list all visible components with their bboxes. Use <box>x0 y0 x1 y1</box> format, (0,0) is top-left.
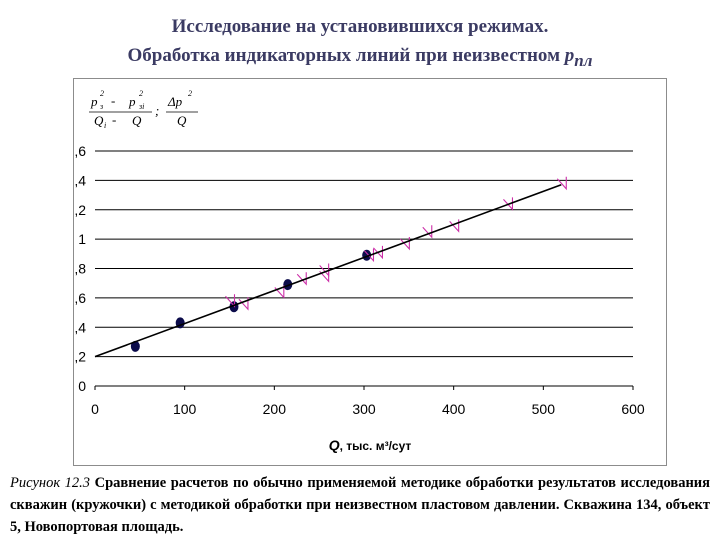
y-tick-label: 0,6 <box>74 290 86 306</box>
x-axis-label: Q, тыс. м³/сут <box>329 437 412 453</box>
y-tick-label: 0,4 <box>74 319 86 335</box>
formula-num3-sup: 2 <box>188 89 192 98</box>
formula-num2-sub: зi <box>138 102 144 111</box>
caption-figure-label: Рисунок 12.3 <box>10 475 91 491</box>
x-axis-label-text: , тыс. м³/сут <box>340 439 412 453</box>
figure-caption: Рисунок 12.3 Сравнение расчетов по обычн… <box>10 472 710 538</box>
triangle-data-point <box>556 176 567 191</box>
circle-data-point <box>130 340 140 352</box>
triangle-data-point <box>225 294 236 308</box>
formula-den1: Q <box>94 113 104 128</box>
x-axis-label-symbol: Q <box>329 437 340 453</box>
chart-area: p 2 з - p 2 зi Q i - Q ; Δp 2 Q 00,20,40… <box>73 78 667 466</box>
triangle-data-point <box>422 225 433 239</box>
grid-lines <box>95 150 633 387</box>
y-tick-label: 1,4 <box>74 172 86 188</box>
formula-den3: Q <box>177 113 187 128</box>
formula-separator: ; <box>155 103 159 118</box>
formula-num1-sup: 2 <box>100 89 104 98</box>
triangle-data-point <box>364 248 375 263</box>
y-tick-label: 1,2 <box>74 202 86 218</box>
x-tick-label: 600 <box>621 401 645 417</box>
formula-den1-sub: i <box>104 121 106 130</box>
trend-line <box>94 184 562 358</box>
y-axis-ticks: 0 0,2 0,4 0,6 0,8 1 1,2 1,4 1,6 <box>74 143 86 394</box>
triangle-data-point <box>296 272 307 286</box>
x-tick-label: 0 <box>91 401 99 417</box>
formula-annotation: p 2 з - p 2 зi Q i - Q ; Δp 2 Q <box>89 89 198 130</box>
triangle-data-point <box>319 263 330 277</box>
x-tick-label: 100 <box>173 401 197 417</box>
y-tick-label: 0 <box>78 378 86 394</box>
title-line2-subscript: пл <box>574 50 593 70</box>
caption-text: Сравнение расчетов по обычно применяемой… <box>10 475 710 535</box>
formula-num1: p <box>90 94 98 109</box>
title-line2-symbol: р <box>564 45 575 66</box>
formula-minus1: - <box>111 93 115 108</box>
scatter-chart: p 2 з - p 2 зi Q i - Q ; Δp 2 Q 00,20,40… <box>74 89 645 453</box>
triangle-data-point <box>274 285 285 299</box>
y-tick-label: 1 <box>78 231 86 247</box>
y-tick-label: 0,2 <box>74 349 86 365</box>
y-tick-label: 0,8 <box>74 261 86 277</box>
x-tick-label: 200 <box>263 401 287 417</box>
circle-data-point <box>283 279 293 291</box>
formula-num2-sup: 2 <box>139 89 143 98</box>
x-axis-ticks: 0 100 200 300 400 500 600 <box>91 386 645 417</box>
chart-marks <box>94 176 567 358</box>
formula-num2: p <box>128 94 136 109</box>
formula-num3: Δp <box>167 94 183 109</box>
formula-minus2: - <box>112 112 116 127</box>
slide-title-line1: Исследование на установившихся режимах. <box>171 16 549 37</box>
y-tick-label: 1,6 <box>74 143 86 159</box>
x-tick-label: 500 <box>532 401 556 417</box>
formula-num1-sub: з <box>99 102 103 111</box>
slide-title-line2: Обработка индикаторных линий при неизвес… <box>0 45 720 71</box>
x-tick-label: 400 <box>442 401 466 417</box>
title-line2-text: Обработка индикаторных линий при неизвес… <box>127 45 565 66</box>
triangle-data-point <box>503 197 514 211</box>
triangle-data-point <box>373 245 384 260</box>
x-tick-label: 300 <box>352 401 376 417</box>
formula-den2: Q <box>132 113 142 128</box>
